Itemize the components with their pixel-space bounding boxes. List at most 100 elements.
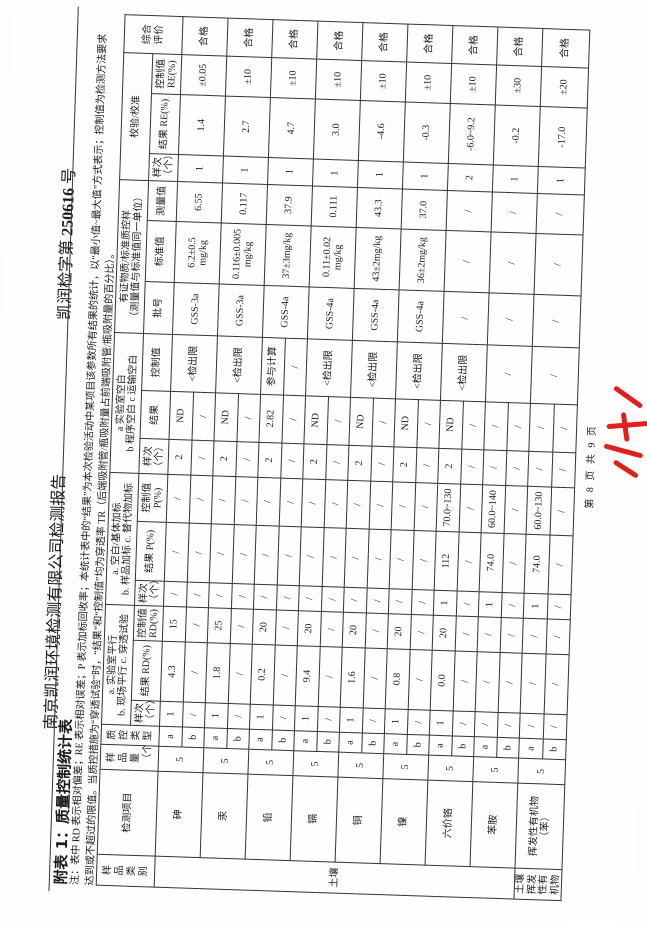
qc-type: b <box>542 738 567 760</box>
blank-control: <检出限 <box>350 340 398 399</box>
blank-result: / <box>281 395 306 444</box>
blank-control: <检出限 <box>170 334 218 393</box>
parallel-count: 1 <box>204 702 228 729</box>
spike-count: / <box>320 586 345 613</box>
crm-standard: / <box>534 233 584 296</box>
sample-count: 5 <box>292 750 339 778</box>
header-evaluation: 综合评价 <box>123 14 184 55</box>
header-crm-batch: 批号 <box>143 281 175 335</box>
blank-result: ND <box>213 392 239 442</box>
crm-standard: 0.116±0.005 mg/kg <box>219 222 267 286</box>
spike-control: / <box>233 476 258 526</box>
spike-control: / <box>278 478 303 527</box>
calibration-control: ±10 <box>450 63 497 105</box>
spike-result: / <box>411 530 437 591</box>
parallel-result: / <box>475 651 500 713</box>
spike-control: / <box>346 480 371 530</box>
parallel-result: 0.0 <box>430 650 455 711</box>
header-category: 样品类别 <box>96 854 156 888</box>
parallel-count: / <box>542 713 568 740</box>
spike-count: 1 <box>433 590 457 616</box>
calibration-count: 1 <box>312 158 359 188</box>
parallel-result: / <box>227 643 253 705</box>
header-parallel-count: 样次（个） <box>130 700 161 727</box>
calibration-control: ±20 <box>540 66 589 109</box>
parallel-result: / <box>317 646 343 708</box>
parallel-count: / <box>361 707 386 734</box>
spike-result: / <box>389 529 414 590</box>
spike-control: / <box>503 485 528 535</box>
qc-type: a <box>203 727 227 749</box>
qc-type: a <box>338 732 362 753</box>
spike-count: / <box>208 582 232 609</box>
blank-result: / <box>236 393 261 443</box>
sample-count: 5 <box>517 758 566 785</box>
calibration-result: -6.0~9.2 <box>448 103 496 165</box>
parallel-control: / <box>522 618 547 654</box>
calibration-control: ±10 <box>270 57 317 99</box>
spike-count: / <box>298 585 322 612</box>
blank-count: 2 <box>302 443 327 480</box>
parallel-count: / <box>226 703 251 730</box>
parallel-control: / <box>274 610 299 646</box>
qc-type: a <box>518 738 543 759</box>
header-qc-type: 质控类型 <box>100 724 160 747</box>
test-item: 挥发性有机物（苯） <box>514 783 565 870</box>
evaluation: 合格 <box>181 16 229 56</box>
header-spike-group: a. 空白/基体加标 b. 样品加标 c. 替代物加标 <box>105 472 139 606</box>
blank-result: / <box>191 392 216 441</box>
evaluation: 合格 <box>271 19 318 59</box>
parallel-count: 1 <box>339 707 363 733</box>
evaluation: 合格 <box>496 26 543 67</box>
calibration-control: ±30 <box>495 64 542 107</box>
parallel-result: / <box>452 650 478 712</box>
spike-result: / <box>209 523 234 584</box>
calibration-count: 1 <box>357 160 404 189</box>
parallel-result: / <box>497 652 523 714</box>
blank-count: 2 <box>437 448 462 485</box>
crm-measured: 37.0 <box>401 188 448 231</box>
blank-count: / <box>280 443 304 479</box>
header-parallel-result: 结果 RD(%) <box>131 640 163 702</box>
calibration-control: ±10 <box>315 58 362 101</box>
blank-control: 参与计算 <box>260 337 285 396</box>
blank-count: / <box>190 440 214 476</box>
parallel-control: 20 <box>432 615 456 651</box>
parallel-count: 1 <box>429 710 453 736</box>
parallel-control: / <box>499 617 524 654</box>
parallel-result: / <box>362 647 388 709</box>
crm-measured: / <box>446 190 493 232</box>
calibration-result: -0.3 <box>403 101 451 164</box>
calibration-result: 1.4 <box>178 94 226 156</box>
parallel-result: 0.2 <box>250 644 275 705</box>
spike-result: / <box>299 526 324 587</box>
calibration-control: ±10 <box>360 60 407 102</box>
parallel-count: / <box>496 712 521 739</box>
qc-type: b <box>181 726 205 748</box>
calibration-result: 3.0 <box>313 98 361 161</box>
header-crm-measured: 测量值 <box>147 180 178 222</box>
blank-result: ND <box>348 397 373 447</box>
parallel-count: / <box>406 709 431 736</box>
evaluation: 合格 <box>451 25 498 65</box>
header-blank-result: 结果 <box>140 390 171 440</box>
spike-result: 74.0 <box>479 532 504 593</box>
sample-count: 5 <box>472 756 519 784</box>
qc-type: a <box>383 733 407 755</box>
spike-control: / <box>211 475 236 525</box>
blank-count: 2 <box>257 442 282 479</box>
crm-standard: 43±2mg/kg <box>354 227 402 290</box>
blank-result: ND <box>393 398 418 448</box>
crm-batch: GSS-4a <box>352 288 400 342</box>
spike-control: 60.0~140 <box>481 484 506 534</box>
blank-result: ND <box>438 400 463 450</box>
spike-control: / <box>301 478 326 528</box>
spike-count: 1 <box>523 593 548 619</box>
test-item: 苯胺 <box>470 781 518 869</box>
spike-control: / <box>323 479 348 529</box>
crm-batch: / <box>487 292 535 347</box>
evaluation: 合格 <box>316 20 363 61</box>
calibration-control: ±10 <box>405 61 452 104</box>
quality-control-table: 样品类别 检测项目 样品量（个） 质控类型 a. 实验室平行 b. 现场平行 c.… <box>96 14 591 901</box>
spike-result: / <box>186 523 212 583</box>
